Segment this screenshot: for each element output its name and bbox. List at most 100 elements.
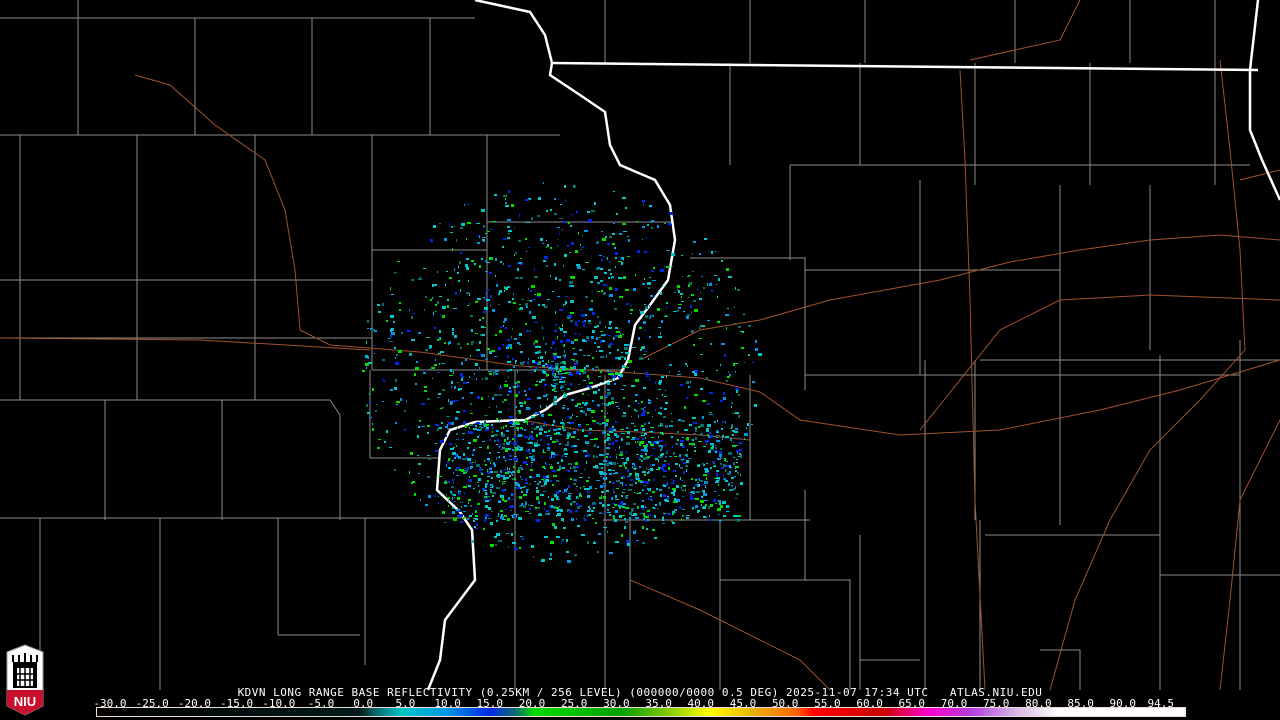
echo-pixel — [646, 237, 647, 239]
echo-pixel — [615, 257, 617, 259]
echo-pixel — [534, 442, 538, 444]
echo-pixel — [499, 480, 500, 482]
echo-pixel — [546, 376, 548, 377]
echo-pixel — [420, 499, 421, 501]
echo-pixel — [496, 430, 499, 432]
echo-pixel — [382, 378, 383, 380]
echo-pixel — [535, 340, 538, 343]
echo-pixel — [583, 324, 585, 327]
echo-pixel — [569, 510, 572, 513]
echo-pixel — [716, 370, 718, 371]
echo-pixel — [597, 346, 600, 348]
echo-pixel — [490, 487, 493, 488]
echo-pixel — [570, 478, 572, 480]
echo-pixel — [496, 520, 498, 522]
echo-pixel — [614, 337, 615, 340]
echo-pixel — [454, 226, 455, 227]
echo-pixel — [620, 501, 623, 504]
echo-pixel — [639, 327, 642, 329]
echo-pixel — [564, 350, 565, 353]
echo-pixel — [650, 443, 654, 446]
echo-pixel — [499, 290, 502, 293]
echo-pixel — [590, 439, 594, 440]
echo-pixel — [536, 367, 538, 369]
echo-pixel — [595, 465, 598, 468]
echo-pixel — [520, 277, 523, 279]
echo-pixel — [563, 393, 567, 394]
echo-pixel — [600, 331, 603, 332]
echo-pixel — [481, 427, 484, 428]
echo-pixel — [652, 464, 655, 466]
echo-pixel — [517, 268, 519, 271]
echo-pixel — [588, 320, 591, 322]
echo-pixel — [693, 422, 697, 424]
echo-pixel — [731, 402, 733, 404]
echo-pixel — [733, 488, 735, 490]
echo-pixel — [613, 337, 614, 340]
echo-pixel — [658, 425, 661, 427]
echo-pixel — [566, 497, 570, 499]
echo-pixel — [714, 275, 717, 276]
echo-pixel — [525, 482, 528, 484]
echo-pixel — [494, 464, 496, 467]
echo-pixel — [611, 470, 613, 471]
echo-pixel — [699, 327, 700, 329]
echo-pixel — [553, 355, 557, 358]
echo-pixel — [519, 304, 521, 305]
echo-pixel — [589, 308, 593, 311]
echo-pixel — [538, 507, 540, 509]
echo-pixel — [622, 415, 626, 417]
echo-pixel — [467, 382, 469, 383]
echo-pixel — [494, 356, 497, 357]
echo-pixel — [393, 321, 395, 323]
echo-pixel — [536, 497, 539, 500]
echo-pixel — [487, 458, 490, 460]
echo-pixel — [591, 336, 594, 339]
echo-pixel — [473, 518, 476, 519]
echo-pixel — [488, 460, 490, 462]
echo-pixel — [539, 481, 541, 483]
echo-pixel — [484, 307, 488, 310]
echo-pixel — [633, 288, 636, 291]
echo-pixel — [725, 421, 726, 423]
echo-pixel — [646, 493, 648, 494]
echo-pixel — [562, 373, 565, 374]
echo-pixel — [615, 357, 619, 359]
echo-pixel — [671, 413, 672, 414]
echo-pixel — [465, 425, 467, 428]
echo-pixel — [543, 480, 545, 482]
echo-pixel — [709, 283, 712, 286]
echo-pixel — [682, 485, 684, 486]
echo-pixel — [498, 540, 502, 542]
echo-pixel — [547, 447, 550, 449]
echo-pixel — [609, 431, 613, 433]
echo-pixel — [562, 377, 566, 378]
echo-pixel — [382, 401, 384, 402]
echo-pixel — [554, 526, 557, 529]
echo-pixel — [453, 518, 457, 521]
echo-pixel — [508, 344, 512, 347]
echo-pixel — [636, 540, 639, 541]
echo-pixel — [635, 274, 636, 276]
echo-pixel — [635, 517, 639, 519]
echo-pixel — [372, 423, 373, 425]
echo-pixel — [612, 507, 615, 508]
echo-pixel — [639, 492, 641, 494]
echo-pixel — [461, 223, 465, 226]
echo-pixel — [579, 493, 581, 496]
echo-pixel — [592, 518, 594, 519]
echo-pixel — [603, 292, 606, 295]
echo-pixel — [511, 204, 514, 207]
echo-pixel — [559, 468, 560, 470]
echo-pixel — [575, 321, 577, 324]
echo-pixel — [705, 440, 709, 443]
echo-pixel — [612, 470, 615, 471]
echo-pixel — [389, 447, 392, 448]
echo-pixel — [469, 376, 470, 378]
echo-pixel — [735, 388, 739, 390]
echo-pixel — [597, 446, 599, 448]
echo-pixel — [449, 277, 452, 279]
echo-pixel — [525, 238, 527, 240]
echo-pixel — [453, 482, 454, 483]
echo-pixel — [509, 459, 512, 460]
